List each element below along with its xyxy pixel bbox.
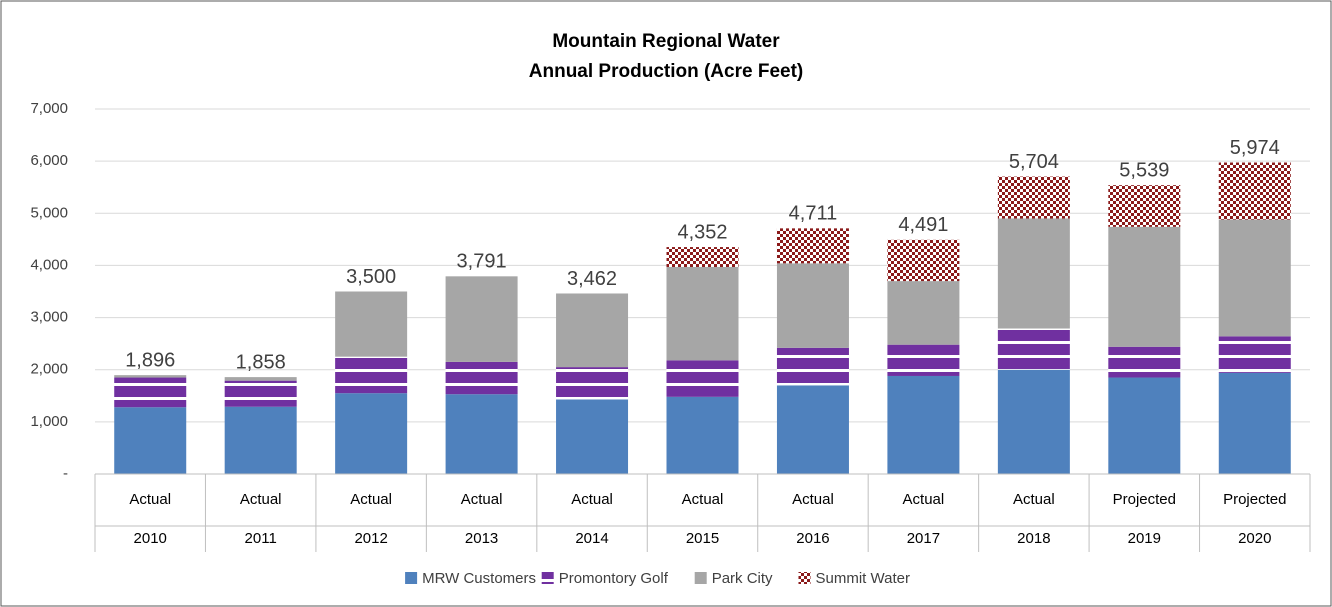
x-group-label: Projected xyxy=(1113,491,1176,508)
total-label: 4,352 xyxy=(677,221,727,243)
x-group-label: Actual xyxy=(1013,491,1055,508)
bar-segment xyxy=(997,328,1070,370)
y-tick-label: 5,000 xyxy=(30,204,68,221)
legend-swatch xyxy=(798,572,811,584)
legend-label: Promontory Golf xyxy=(559,570,669,587)
legend-swatch xyxy=(541,572,554,584)
bar-segment xyxy=(556,367,629,400)
x-group-label: Actual xyxy=(792,491,834,508)
bar-segment xyxy=(776,347,849,386)
total-label: 1,858 xyxy=(236,351,286,373)
x-tick-label: 2016 xyxy=(796,530,829,547)
x-group-label: Actual xyxy=(240,491,282,508)
bar-segment xyxy=(1108,377,1181,474)
bar-segment xyxy=(887,239,960,282)
x-group-label: Actual xyxy=(350,491,392,508)
bar-segment xyxy=(997,176,1070,219)
y-tick-label: 7,000 xyxy=(30,100,68,117)
total-label: 3,462 xyxy=(567,268,617,290)
x-tick-label: 2013 xyxy=(465,530,498,547)
bar-segment xyxy=(445,361,518,395)
x-tick-label: 2014 xyxy=(575,530,608,547)
y-tick-label: 3,000 xyxy=(30,309,68,326)
x-group-label: Actual xyxy=(682,491,724,508)
bar-segment xyxy=(445,394,518,474)
legend-label: Summit Water xyxy=(816,570,910,587)
y-tick-label: 2,000 xyxy=(30,361,68,378)
bar-segment xyxy=(335,291,408,357)
bar-segment xyxy=(114,407,187,474)
x-group-label: Actual xyxy=(461,491,503,508)
bar-segment xyxy=(666,266,739,361)
bar-segment xyxy=(114,377,187,408)
bar-segment xyxy=(556,293,629,368)
x-tick-label: 2012 xyxy=(354,530,387,547)
bar-segment xyxy=(1108,346,1181,378)
bar-segment xyxy=(556,399,629,474)
total-label: 3,791 xyxy=(457,251,507,273)
legend-swatch xyxy=(405,572,418,584)
bar-segment xyxy=(997,218,1070,329)
legend-swatch xyxy=(694,572,707,584)
bar-segment xyxy=(776,228,849,264)
total-label: 5,539 xyxy=(1119,159,1169,181)
x-tick-label: 2020 xyxy=(1238,530,1271,547)
x-tick-label: 2011 xyxy=(245,530,277,547)
x-tick-label: 2015 xyxy=(686,530,719,547)
total-label: 3,500 xyxy=(346,266,396,288)
total-label: 5,974 xyxy=(1230,137,1280,159)
total-label: 4,491 xyxy=(898,214,948,236)
legend-label: MRW Customers xyxy=(422,570,536,587)
bar-segment xyxy=(1108,185,1181,227)
bar-segment xyxy=(887,375,960,474)
bar-segment xyxy=(1218,162,1291,220)
bar-segment xyxy=(666,247,739,267)
bar-segment xyxy=(224,380,297,407)
bar-segment xyxy=(445,276,518,362)
x-group-label: Projected xyxy=(1223,491,1286,508)
bar-segment xyxy=(335,356,408,394)
bar-segment xyxy=(997,369,1070,474)
x-tick-label: 2019 xyxy=(1128,530,1161,547)
x-tick-label: 2010 xyxy=(134,530,167,547)
bar-segment xyxy=(666,396,739,474)
bar-segment xyxy=(224,377,297,381)
bar-segment xyxy=(887,281,960,345)
y-tick-label: 6,000 xyxy=(30,152,68,169)
chart-title: Mountain Regional Water xyxy=(552,31,780,52)
bar-segment xyxy=(666,360,739,397)
x-group-label: Actual xyxy=(129,491,171,508)
bar-segment xyxy=(114,375,187,378)
y-tick-label: 4,000 xyxy=(30,256,68,273)
total-label: 4,711 xyxy=(789,203,838,225)
total-label: 1,896 xyxy=(125,349,175,371)
bar-segment xyxy=(1108,226,1181,347)
bar-segment xyxy=(1218,219,1291,337)
y-tick-label: 1,000 xyxy=(30,413,68,430)
bar-segment xyxy=(335,393,408,474)
bar-segment xyxy=(887,344,960,376)
x-tick-label: 2017 xyxy=(907,530,940,547)
bar-segment xyxy=(776,263,849,348)
x-group-label: Actual xyxy=(903,491,945,508)
bar-segment xyxy=(776,385,849,474)
legend-label: Park City xyxy=(712,570,773,587)
x-group-label: Actual xyxy=(571,491,613,508)
bar-segment xyxy=(1218,372,1291,474)
x-tick-label: 2018 xyxy=(1017,530,1050,547)
total-label: 5,704 xyxy=(1009,151,1059,173)
bar-segment xyxy=(224,406,297,474)
y-tick-label: - xyxy=(63,465,68,482)
chart-subtitle: Annual Production (Acre Feet) xyxy=(529,61,803,82)
bar-segment xyxy=(1218,336,1291,373)
